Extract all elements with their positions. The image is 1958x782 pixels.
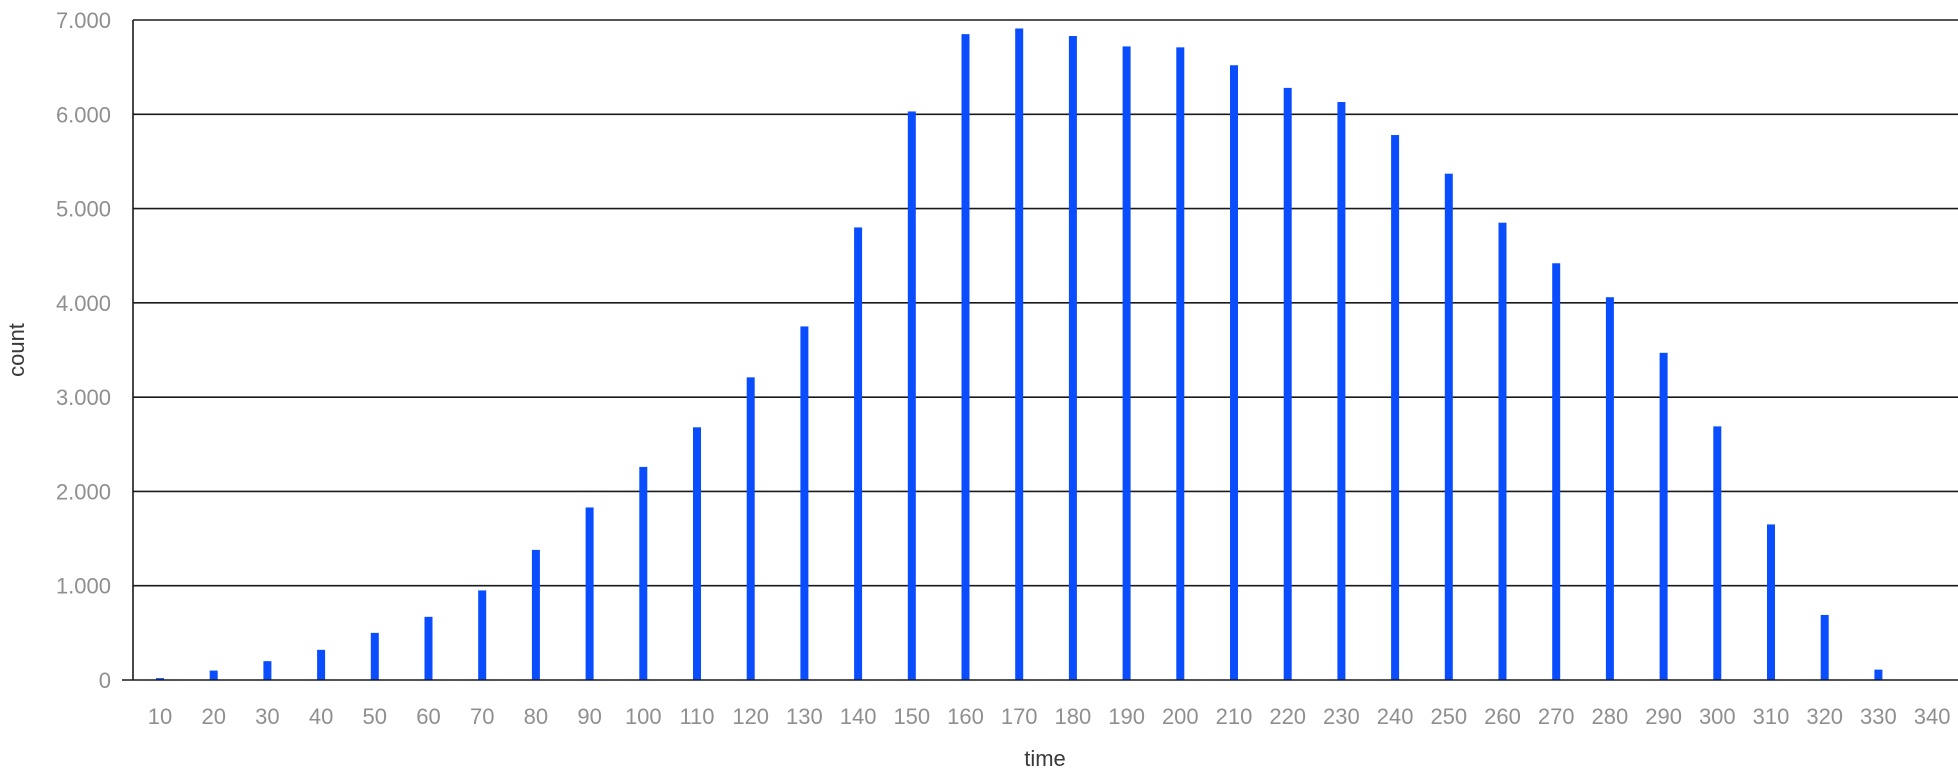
x-tick-label: 240	[1377, 704, 1414, 729]
x-tick-label: 340	[1914, 704, 1951, 729]
y-tick-label: 0	[99, 668, 111, 693]
x-tick-label: 30	[255, 704, 279, 729]
bar	[263, 661, 272, 680]
y-tick-label: 1.000	[56, 574, 111, 599]
y-tick-label: 4.000	[56, 291, 111, 316]
x-tick-label: 180	[1055, 704, 1092, 729]
bar	[800, 326, 809, 680]
x-tick-label: 310	[1753, 704, 1790, 729]
x-tick-label: 170	[1001, 704, 1038, 729]
y-tick-label: 3.000	[56, 385, 111, 410]
x-tick-label: 110	[679, 704, 714, 729]
bar	[1605, 297, 1614, 680]
x-tick-label: 160	[947, 704, 984, 729]
x-tick-label: 60	[416, 704, 440, 729]
x-tick-label: 250	[1430, 704, 1467, 729]
bar	[1820, 614, 1829, 680]
bar	[693, 427, 701, 680]
y-axis-title: count	[4, 323, 29, 377]
bar	[156, 678, 164, 680]
bar	[531, 549, 540, 680]
x-tick-label: 270	[1538, 704, 1575, 729]
x-tick-label: 230	[1323, 704, 1360, 729]
x-tick-label: 20	[201, 704, 225, 729]
bar	[1337, 102, 1346, 681]
bar	[1015, 28, 1024, 680]
bar	[1122, 46, 1131, 680]
bar	[1391, 135, 1400, 680]
bar	[370, 632, 379, 680]
x-tick-label: 50	[363, 704, 387, 729]
x-tick-label: 10	[148, 704, 172, 729]
x-tick-label: 260	[1484, 704, 1521, 729]
bar	[1498, 222, 1507, 680]
bar	[209, 670, 218, 680]
x-tick-label: 210	[1216, 704, 1253, 729]
bar	[961, 34, 970, 680]
x-tick-label: 320	[1806, 704, 1843, 729]
x-tick-label: 130	[786, 704, 823, 729]
bar	[1283, 87, 1292, 680]
bar	[1767, 524, 1775, 680]
bar	[907, 111, 916, 680]
x-tick-label: 280	[1592, 704, 1629, 729]
y-tick-label: 7.000	[56, 8, 111, 33]
bar	[1552, 263, 1561, 680]
bar	[1713, 426, 1722, 680]
x-tick-label: 90	[577, 704, 601, 729]
x-tick-label: 300	[1699, 704, 1736, 729]
bar	[478, 590, 487, 680]
bar	[317, 649, 326, 680]
bar	[1176, 47, 1185, 681]
x-tick-label: 150	[893, 704, 930, 729]
x-tick-label: 220	[1269, 704, 1306, 729]
bar	[585, 507, 594, 680]
x-tick-label: 290	[1645, 704, 1682, 729]
bar	[639, 466, 648, 680]
x-tick-label: 200	[1162, 704, 1199, 729]
bar	[1068, 36, 1077, 681]
bar	[424, 616, 433, 680]
gridlines	[133, 19, 1958, 587]
bar	[746, 377, 755, 680]
x-tick-label: 40	[309, 704, 333, 729]
bar	[1874, 669, 1883, 680]
x-tick-label: 70	[470, 704, 494, 729]
bars	[156, 28, 1883, 681]
x-tick-label: 190	[1108, 704, 1145, 729]
y-tick-labels: 0 1.000 2.000 3.000 4.000 5.000 6.000 7.000	[56, 8, 111, 693]
bar	[1230, 65, 1238, 680]
x-tick-label: 100	[625, 704, 662, 729]
x-axis-title: time	[1024, 746, 1066, 771]
x-tick-label: 120	[732, 704, 769, 729]
bar	[1444, 173, 1453, 680]
x-tick-label: 80	[524, 704, 548, 729]
bar	[1659, 352, 1668, 680]
x-tick-label: 330	[1860, 704, 1897, 729]
y-tick-label: 5.000	[56, 197, 111, 222]
y-tick-label: 2.000	[56, 479, 111, 504]
bar	[854, 227, 863, 680]
x-tick-labels: 10 20 30 40 50 60 70 80 90 100 110 120 130 140 150 160 1…	[148, 704, 1951, 729]
x-tick-label: 140	[840, 704, 877, 729]
y-tick-label: 6.000	[56, 102, 111, 127]
